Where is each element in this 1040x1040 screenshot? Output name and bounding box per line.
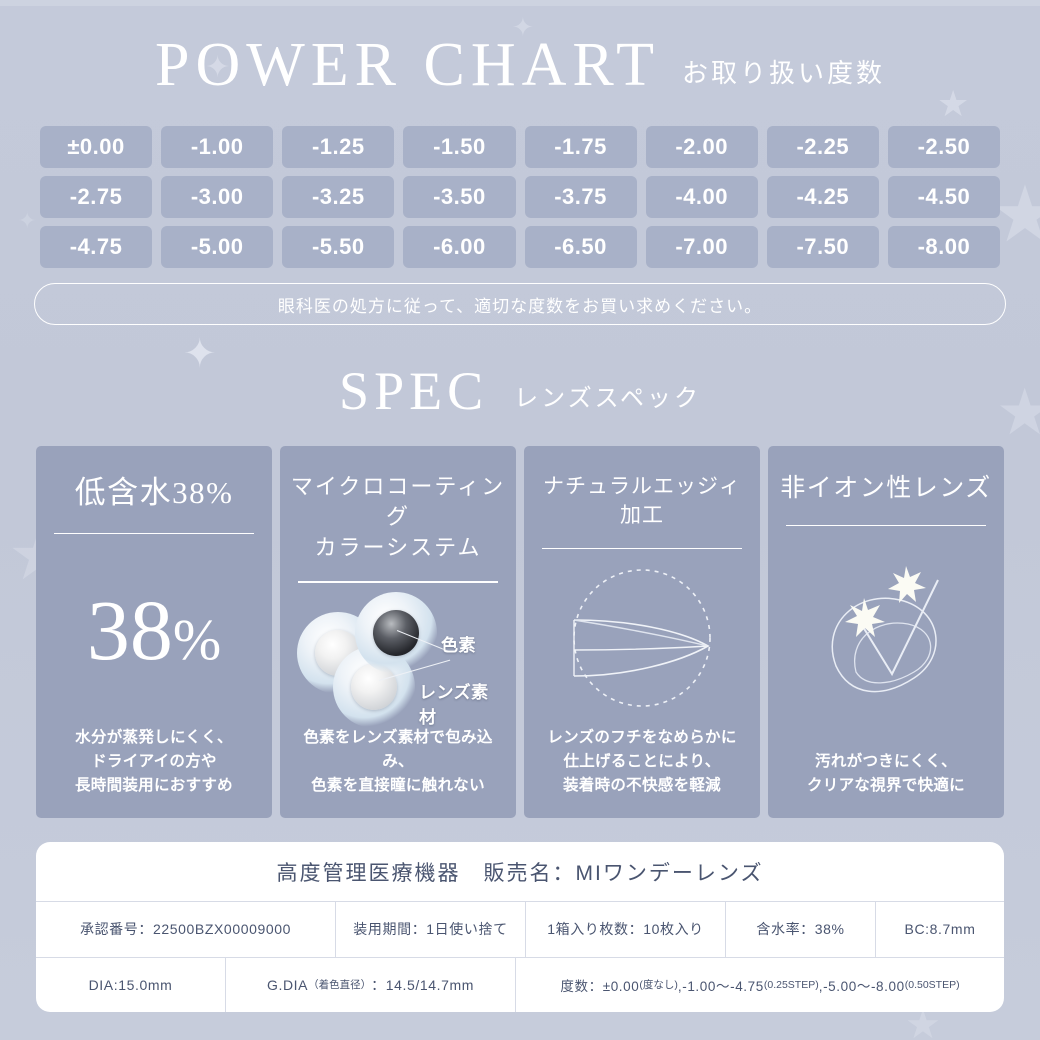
spec-title-en: SPEC — [339, 361, 489, 421]
lens-material-label: レンズ素材 — [419, 683, 489, 728]
power-value-cell[interactable]: -4.00 — [645, 176, 758, 218]
water-content-number: 38 — [86, 582, 173, 679]
spec-card-non-ionic: 非イオン性レンズ 汚れが — [768, 446, 1004, 818]
power-value-cell[interactable]: -8.00 — [887, 226, 1000, 268]
approval-number-cell: 承認番号：22500BZX00009000 — [36, 902, 336, 957]
quantity-cell: 1箱入り枚数：10枚入り — [526, 902, 726, 957]
power-value-cell[interactable]: -1.25 — [282, 126, 395, 168]
power-value-cell[interactable]: -4.50 — [887, 176, 1000, 218]
spec-card-natural-edge: ナチュラルエッジィ加工 レンズのフチをなめらかに 仕上げることにより、 装着時の… — [524, 446, 760, 818]
water-content-visual: 38% — [46, 534, 262, 726]
power-range-part-2: ,-1.00〜-4.75 — [677, 978, 764, 994]
power-range-note-3: (0.50STEP) — [904, 978, 960, 991]
power-value-cell[interactable]: -2.50 — [887, 126, 1000, 168]
power-range-note-1: (度なし) — [639, 979, 678, 992]
base-curve-cell: BC:8.7mm — [904, 921, 976, 938]
spec-card-description: 汚れがつきにくく、 クリアな視界で快適に — [806, 752, 965, 794]
power-value-cell[interactable]: -7.50 — [766, 226, 879, 268]
divider — [786, 524, 986, 526]
power-value-cell[interactable]: -1.00 — [161, 126, 274, 168]
gdia-sublabel: （着色直径） — [308, 979, 372, 992]
power-value-cell[interactable]: -1.50 — [403, 126, 516, 168]
sparkle-icon — [888, 565, 926, 603]
power-value-grid: ±0.00 -1.00 -1.25 -1.50 -1.75 -2.00 -2.25 -2.50… — [40, 126, 1000, 268]
divider — [54, 532, 254, 535]
spec-card-list: 低含水38% 38% 水分が蒸発しにくく、 ドライアイの方や 長時間装用におすす… — [36, 446, 1004, 818]
spec-card-water-content: 低含水38% 38% 水分が蒸発しにくく、 ドライアイの方や 長時間装用におすす… — [36, 446, 272, 818]
product-info-heading: 高度管理医療機器 販売名：MIワンデーレンズ — [36, 842, 1004, 902]
power-value-cell[interactable]: -3.00 — [161, 176, 274, 218]
power-range-part-3: ,-5.00〜-8.00 — [818, 978, 905, 994]
power-value-cell[interactable]: ±0.00 — [40, 126, 153, 168]
divider — [542, 547, 742, 550]
sparkle-lens-visual — [778, 526, 994, 750]
power-range-part-1: 度数：±0.00 — [560, 978, 640, 994]
water-content-value: 38% — [87, 587, 221, 673]
power-range-cell: 度数：±0.00 (度なし) ,-1.00〜-4.75 (0.25STEP) ,-5.0… — [516, 958, 1004, 1013]
power-value-cell[interactable]: -2.25 — [766, 126, 879, 168]
wear-period-cell: 装用期間：1日使い捨て — [336, 902, 526, 957]
divider — [298, 581, 498, 583]
sparkle-icon — [845, 597, 885, 637]
prescription-note-text: 眼科医の処方に従って、適切な度数をお買い求めください。 — [277, 296, 763, 316]
power-value-cell[interactable]: -7.00 — [645, 226, 758, 268]
spec-card-description: 色素をレンズ素材で包み込み、 色素を直接瞳に触れない — [303, 728, 493, 794]
power-chart-title-jp: お取り扱い度数 — [681, 58, 885, 88]
power-value-cell[interactable]: -6.00 — [403, 226, 516, 268]
spec-card-title: 低含水38% — [74, 475, 234, 510]
product-info-row: DIA:15.0mm G.DIA （着色直径） ：14.5/14.7mm 度数：±0… — [36, 957, 1004, 1013]
sparkle-lens-diagram-icon — [796, 554, 976, 722]
pigment-spheres-visual: 色素 レンズ素材 — [290, 583, 506, 729]
gdia-value: ：14.5/14.7mm — [371, 976, 475, 993]
spec-card-micro-coating: マイクロコーティング カラーシステム 色素 レンズ素材 色素をレンズ素材で包み込… — [280, 446, 516, 818]
spec-title-jp: レンズスペック — [514, 385, 701, 412]
power-chart-heading: POWER CHART お取り扱い度数 — [0, 34, 1040, 96]
power-range-note-2: (0.25STEP) — [763, 978, 819, 991]
power-value-cell[interactable]: -4.25 — [766, 176, 879, 218]
spec-card-title: 非イオン性レンズ — [780, 475, 992, 502]
spec-card-title: マイクロコーティング カラーシステム — [290, 474, 506, 560]
spec-card-description: 水分が蒸発しにくく、 ドライアイの方や 長時間装用におすすめ — [74, 728, 233, 794]
power-value-cell[interactable]: -5.00 — [161, 226, 274, 268]
product-info-panel: 高度管理医療機器 販売名：MIワンデーレンズ 承認番号：22500BZX0000… — [36, 842, 1004, 1012]
water-content-unit: % — [172, 607, 222, 673]
lens-edge-diagram-icon — [558, 558, 726, 718]
power-value-cell[interactable]: -6.50 — [524, 226, 637, 268]
product-info-row: 承認番号：22500BZX00009000 装用期間：1日使い捨て 1箱入り枚数… — [36, 902, 1004, 958]
power-value-cell[interactable]: -5.50 — [282, 226, 395, 268]
power-value-cell[interactable]: -3.50 — [403, 176, 516, 218]
water-content-cell: 含水率：38% — [726, 902, 876, 957]
colored-diameter-cell: G.DIA （着色直径） ：14.5/14.7mm — [226, 957, 516, 1012]
pigment-label: 色素 — [441, 636, 476, 656]
power-value-cell[interactable]: -2.75 — [40, 176, 153, 218]
star-decoration-icon: ✦ — [18, 208, 37, 233]
spec-card-description: レンズのフチをなめらかに 仕上げることにより、 装着時の不快感を軽減 — [547, 728, 737, 794]
power-value-cell[interactable]: -3.75 — [524, 176, 637, 218]
power-value-cell[interactable]: -1.75 — [524, 126, 637, 168]
power-value-cell[interactable]: -3.25 — [282, 176, 395, 218]
lens-edge-visual — [534, 549, 750, 726]
prescription-note: 眼科医の処方に従って、適切な度数をお買い求めください。 — [34, 283, 1006, 325]
diameter-cell: DIA:15.0mm — [36, 957, 226, 1012]
pigment-sphere-icon — [355, 592, 437, 675]
spec-heading: SPEC レンズスペック — [0, 364, 1040, 418]
spheres-diagram-icon: 色素 レンズ素材 — [293, 588, 503, 729]
power-value-cell[interactable]: -4.75 — [40, 226, 153, 268]
gdia-label: G.DIA — [266, 976, 309, 993]
power-value-cell[interactable]: -2.00 — [645, 126, 758, 168]
spec-card-title: ナチュラルエッジィ加工 — [543, 474, 741, 527]
power-chart-title-en: POWER CHART — [155, 31, 660, 99]
